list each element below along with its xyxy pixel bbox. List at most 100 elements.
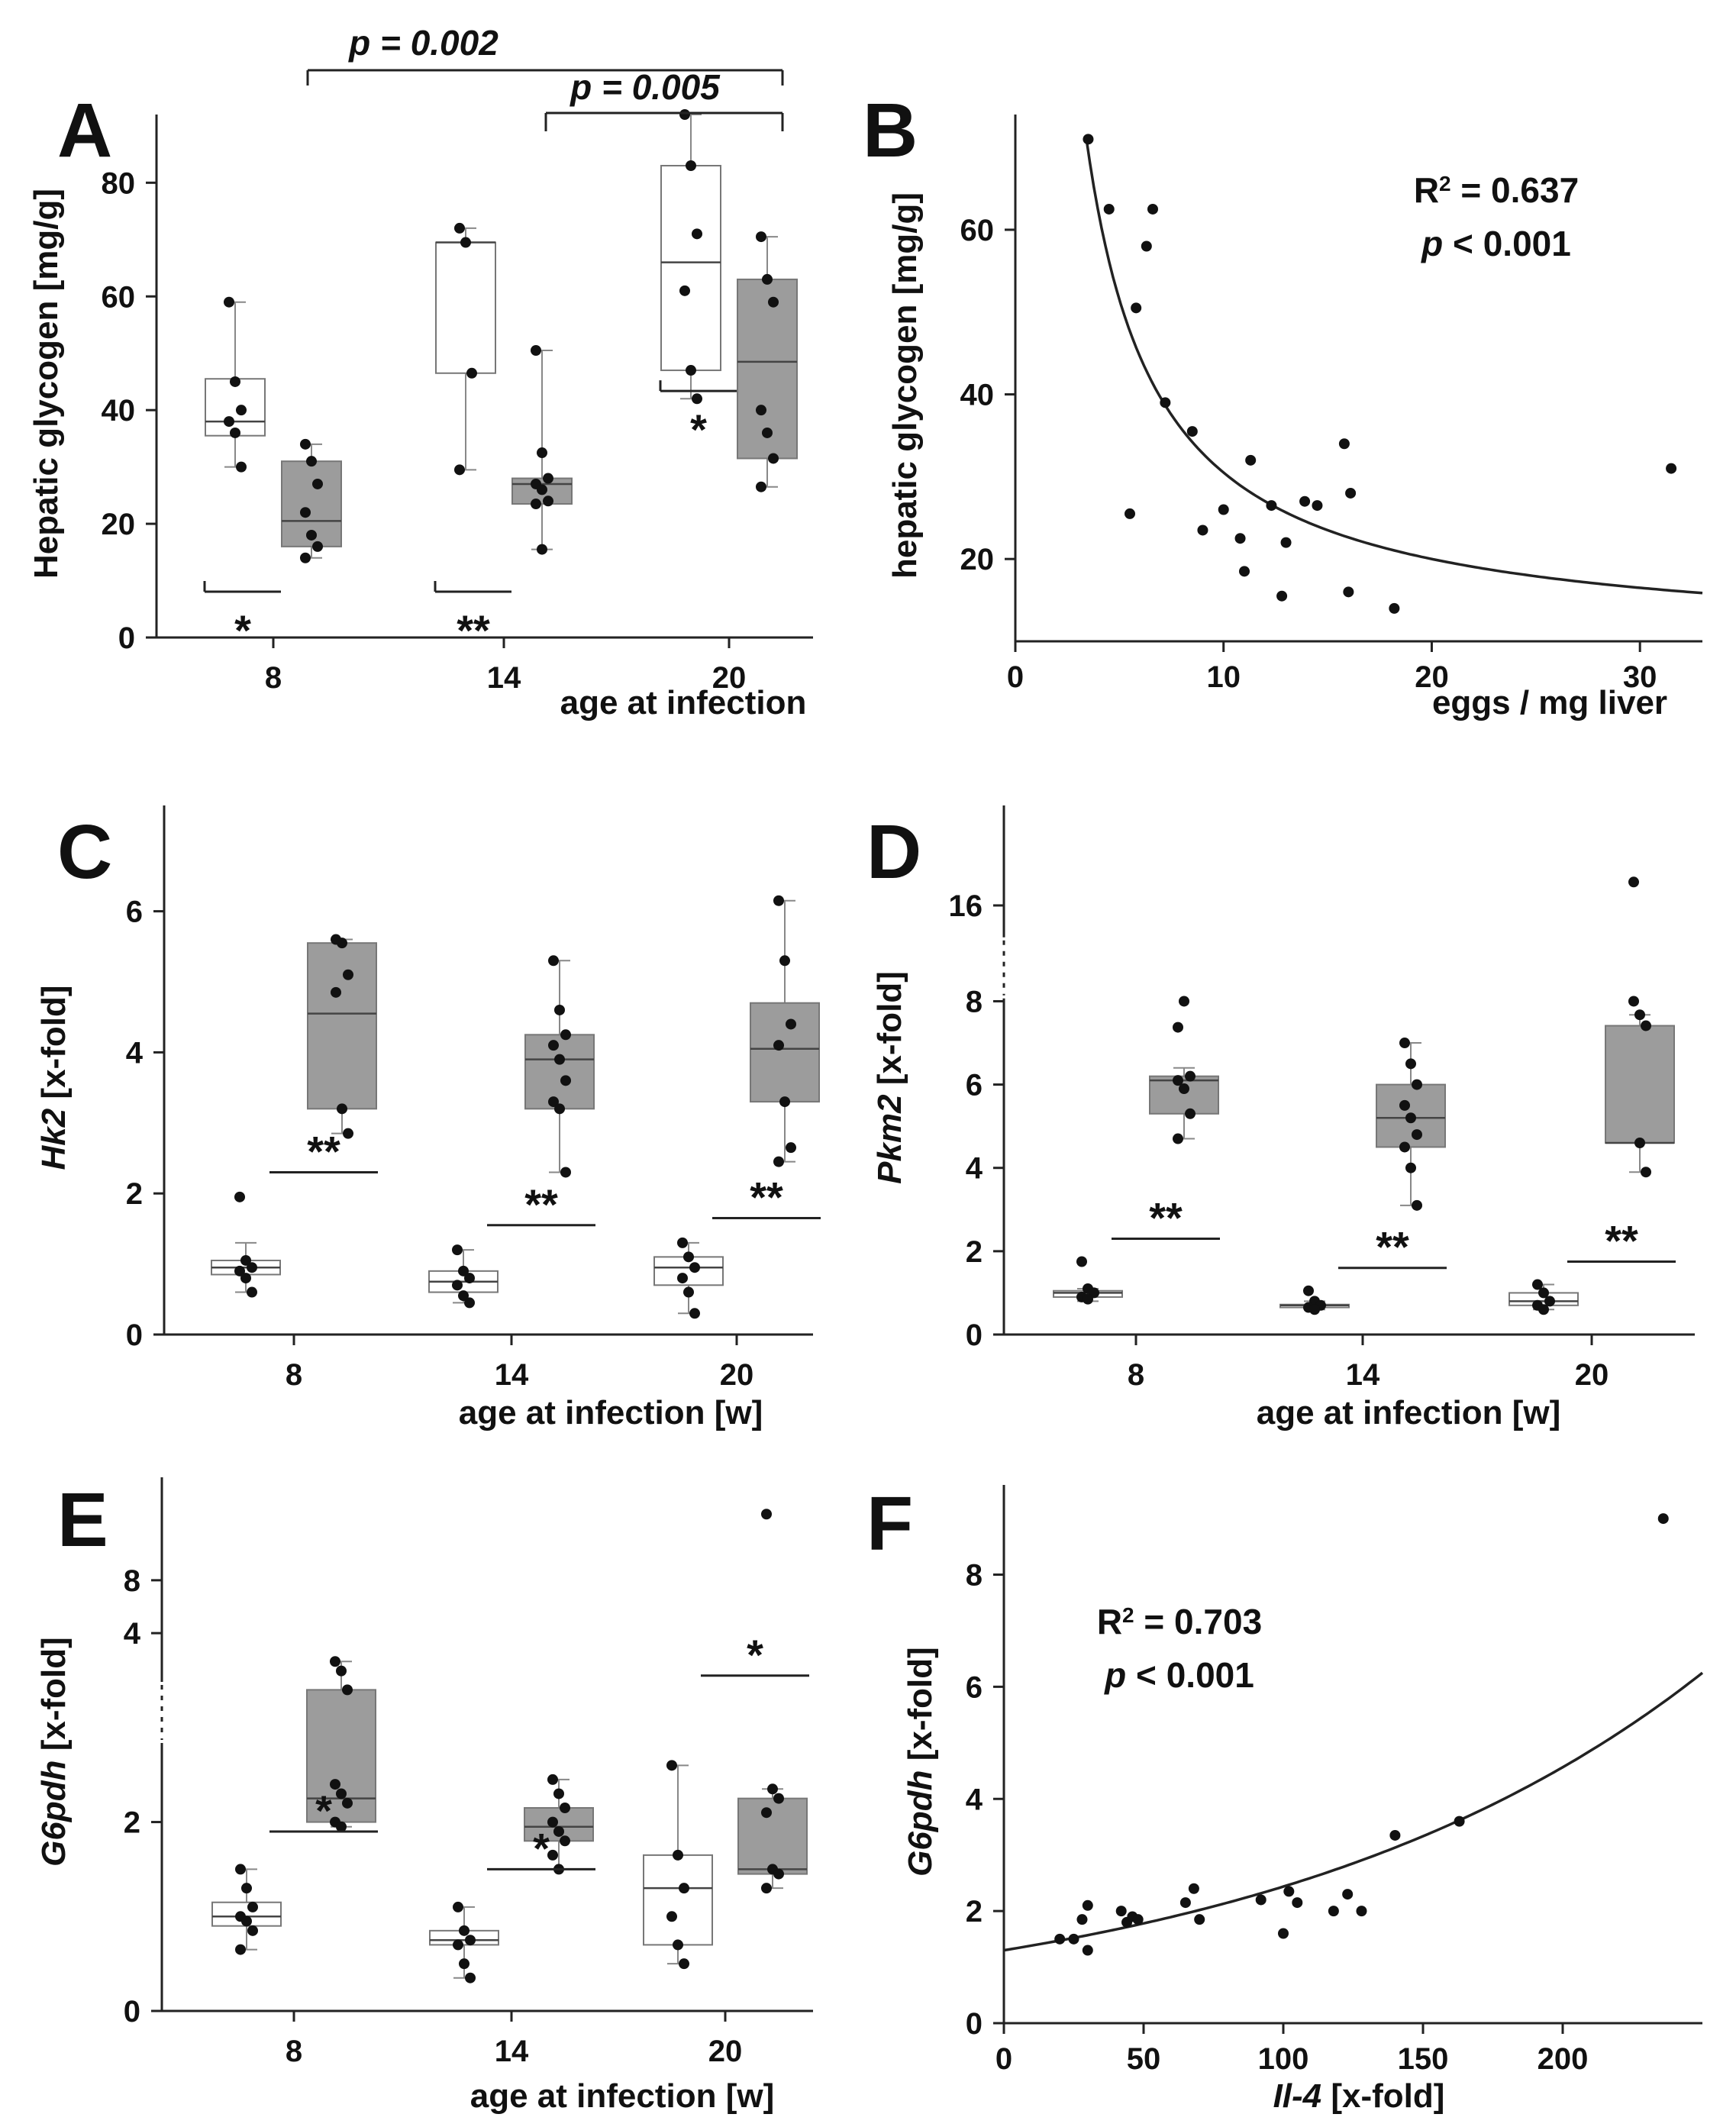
data-point-A-20-control: [692, 393, 702, 405]
data-point-F: [1356, 1906, 1367, 1917]
y-axis-label-unit-F: [x-fold]: [902, 1647, 939, 1770]
x-tick-label-E-14: 14: [495, 2035, 529, 2068]
data-point-E-14-control: [465, 1972, 476, 1983]
data-point-F: [1328, 1906, 1339, 1917]
data-point-D-20-infected: [1634, 1137, 1645, 1148]
data-point-A-20-control: [679, 285, 690, 296]
y-tick-label-C-6: 6: [126, 896, 143, 929]
x-axis-label-unit-F: [x-fold]: [1321, 2077, 1444, 2115]
data-point-E-20-infected: [773, 1868, 784, 1880]
x-tick-label-A-8: 8: [265, 661, 282, 695]
x-tick-label-F-100: 100: [1258, 2042, 1309, 2076]
x-axis-label-B: eggs / mg liver: [1432, 684, 1667, 721]
y-tick-label-C-4: 4: [126, 1036, 144, 1070]
x-tick-label-D-20: 20: [1575, 1358, 1609, 1392]
data-point-C-14-infected: [560, 1029, 571, 1041]
data-point-E-8-infected: [336, 1788, 347, 1799]
p-label-F: p < 0.001: [1103, 1655, 1254, 1695]
y-tick-label-F-6: 6: [966, 1670, 983, 1704]
data-point-E-8-infected: [330, 1656, 340, 1667]
data-point-C-20-infected: [779, 955, 790, 967]
box-D-8-infected: [1149, 1075, 1219, 1115]
data-point-E-8-infected: [342, 1684, 353, 1696]
data-point-B: [1141, 240, 1152, 252]
box-A-8-control: [205, 378, 266, 437]
data-point-E-20-control: [673, 1849, 683, 1861]
data-point-D-8-control: [1083, 1293, 1093, 1305]
data-point-A-8-infected: [300, 507, 311, 518]
data-point-E-8-infected: [330, 1779, 340, 1790]
data-point-A-8-infected: [312, 478, 323, 489]
data-point-B: [1266, 500, 1277, 512]
data-point-A-20-infected: [768, 296, 779, 308]
data-point-C-14-infected: [548, 955, 559, 967]
x-tick-label-F-200: 200: [1538, 2042, 1589, 2076]
y-tick-label-F-8: 8: [966, 1559, 983, 1593]
y-tick-label-D-4: 4: [966, 1152, 983, 1186]
data-point-D-14-control: [1303, 1285, 1314, 1296]
data-point-B: [1239, 566, 1250, 577]
data-point-B: [1103, 203, 1115, 215]
data-point-E-20-control: [666, 1911, 677, 1922]
data-point-E-8-control: [235, 1944, 246, 1955]
data-point-B: [1218, 504, 1229, 515]
data-point-B: [1245, 454, 1257, 466]
r2-superscript-F: 2: [1122, 1603, 1134, 1627]
data-point-F: [1188, 1883, 1199, 1894]
data-point-F: [1132, 1914, 1144, 1925]
data-point-A-14-infected: [543, 473, 553, 484]
data-point-F: [1454, 1816, 1465, 1827]
y-axis-label-unit-D: [x-fold]: [871, 971, 908, 1094]
data-point-B: [1147, 203, 1158, 215]
data-point-F: [1115, 1906, 1127, 1917]
sig-label-C-20: **: [750, 1173, 783, 1222]
data-point-C-14-control: [464, 1297, 475, 1309]
r2-label-F: R2 = 0.703: [1097, 1602, 1262, 1641]
data-point-A-8-infected: [300, 552, 311, 563]
data-point-B: [1312, 500, 1323, 512]
data-point-F: [1278, 1928, 1289, 1939]
y-axis-label-gene-C: Hk2: [35, 1108, 73, 1170]
data-point-E-8-infected: [342, 1797, 353, 1809]
data-point-D-14-infected: [1412, 1199, 1422, 1211]
data-point-D-20-infected: [1634, 1009, 1645, 1021]
data-point-D-14-control: [1309, 1304, 1320, 1315]
data-point-A-8-control: [230, 376, 240, 387]
sig-label-D-14: **: [1376, 1223, 1409, 1271]
y-tick-label-F-4: 4: [966, 1783, 983, 1816]
data-point-D-8-infected: [1179, 996, 1189, 1007]
data-point-D-8-infected: [1173, 1133, 1183, 1144]
data-point-C-14-infected: [554, 1054, 565, 1065]
data-point-A-20-control: [686, 160, 696, 172]
panel-label-F: F: [866, 1481, 913, 1567]
data-point-C-8-infected: [331, 986, 341, 998]
data-point-B: [1125, 508, 1135, 519]
data-point-A-20-control: [686, 365, 696, 376]
data-point-C-8-control: [234, 1191, 245, 1202]
data-point-A-14-control: [460, 237, 471, 248]
sig-label-E-20: *: [747, 1631, 763, 1679]
data-point-E-14-infected: [553, 1825, 564, 1837]
data-point-B: [1186, 426, 1198, 437]
sig-label-A-8: *: [234, 606, 251, 654]
data-point-E-8-control: [235, 1864, 246, 1875]
r2-label-B: R2 = 0.637: [1414, 170, 1579, 210]
x-axis-label-A: age at infection: [560, 684, 807, 721]
data-point-F: [1389, 1829, 1401, 1841]
box-A-20-control: [660, 165, 721, 372]
data-point-C-14-infected: [548, 1040, 559, 1051]
data-point-C-20-infected: [773, 895, 784, 906]
data-point-E-8-control: [241, 1883, 252, 1894]
data-point-A-20-infected: [756, 231, 766, 243]
data-point-C-14-control: [458, 1290, 469, 1302]
panel-label-D: D: [866, 809, 921, 895]
y-tick-label-D-6: 6: [966, 1069, 983, 1102]
data-point-C-14-control: [452, 1280, 463, 1291]
y-tick-label-B-60: 60: [960, 214, 995, 247]
x-tick-label-C-20: 20: [720, 1358, 754, 1392]
y-tick-label-C-2: 2: [126, 1177, 143, 1211]
y-tick-label-A-40: 40: [102, 394, 136, 428]
data-point-B: [1131, 302, 1142, 314]
sig-label-A-20: *: [690, 405, 707, 453]
